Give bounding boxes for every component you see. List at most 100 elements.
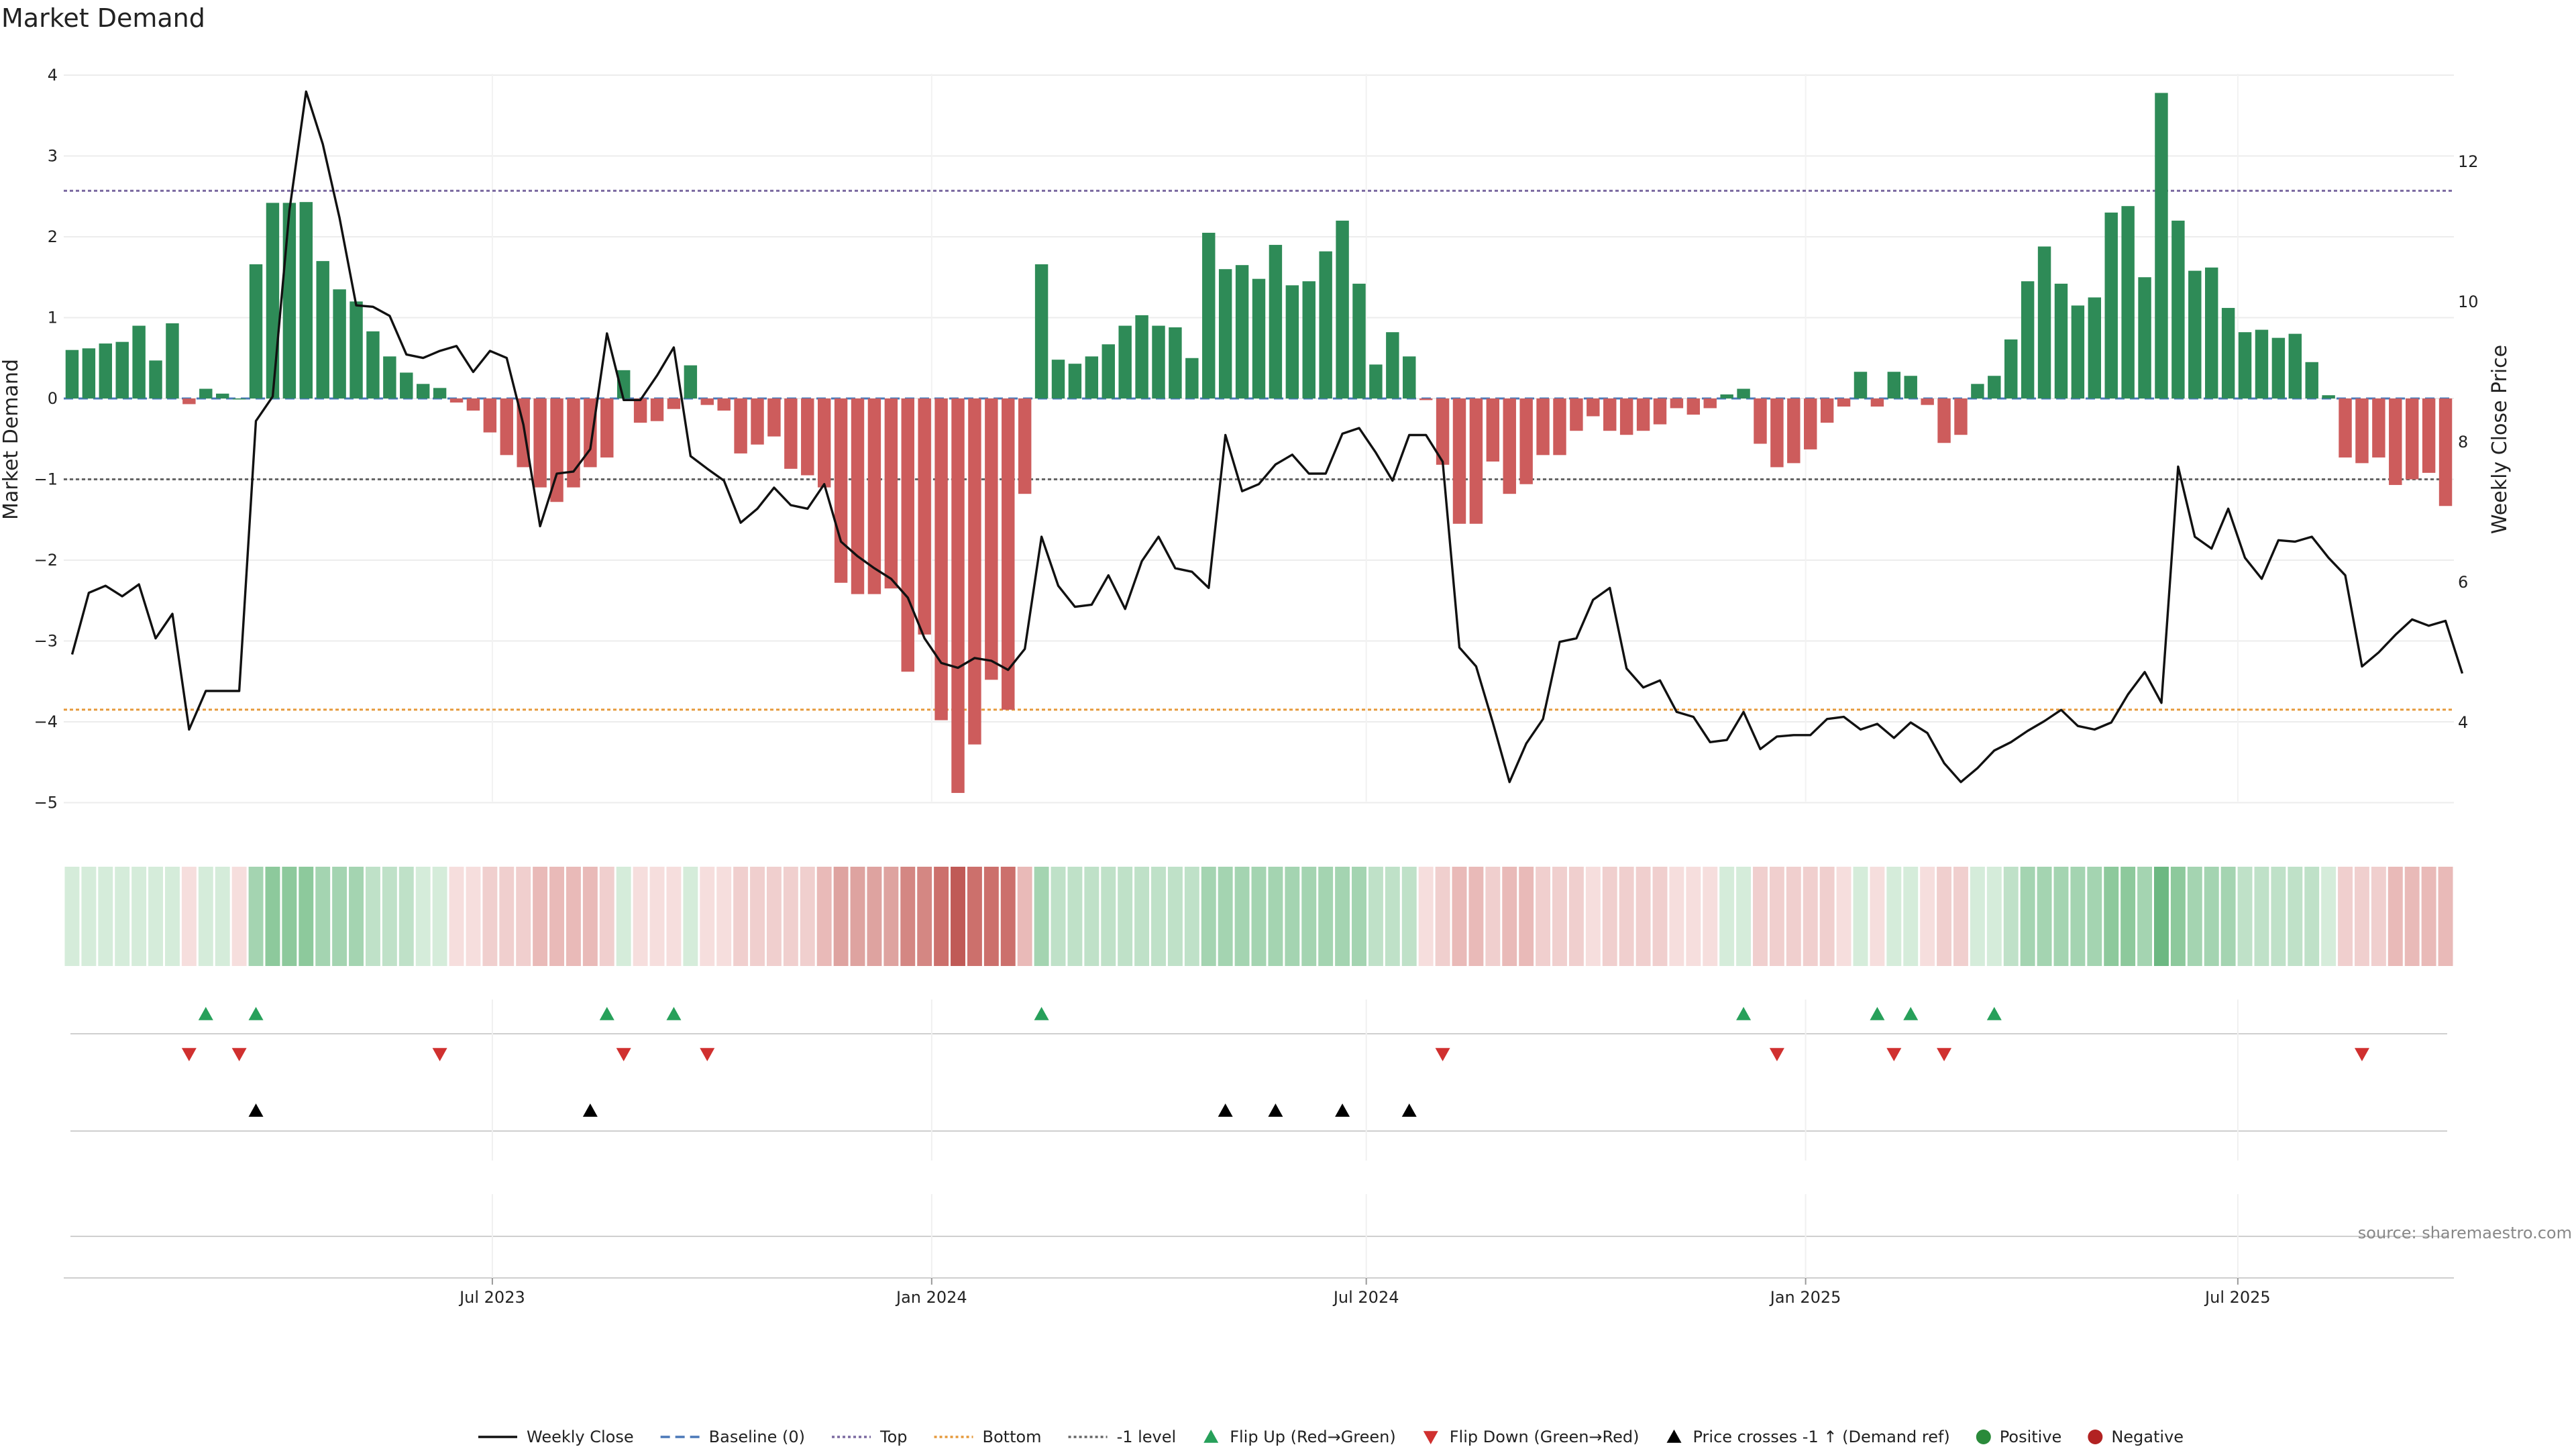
demand-bar <box>1486 398 1500 462</box>
flip-up-marker <box>1034 1007 1049 1020</box>
demand-bar <box>1686 398 1701 415</box>
legend-swatch <box>1423 1431 1438 1444</box>
demand-bar <box>2389 398 2402 485</box>
demand-bar <box>1854 372 1868 398</box>
legend-label: Negative <box>2111 1428 2184 1446</box>
strip-cell <box>1502 867 1517 966</box>
strip-cell <box>1803 867 1818 966</box>
strip-cell <box>2254 867 2269 966</box>
y-tick-label: −2 <box>34 551 58 570</box>
strip-cell <box>900 867 916 966</box>
strip-cell <box>1201 867 1216 966</box>
demand-bar <box>1452 398 1466 524</box>
strip-cell <box>1886 867 1902 966</box>
legend-item: Bottom <box>934 1428 1042 1446</box>
strip-cell <box>566 867 581 966</box>
strip-cell <box>967 867 982 966</box>
strip-cell <box>516 867 531 966</box>
strip-cell <box>1937 867 1952 966</box>
strip-cell <box>2104 867 2119 966</box>
strip-cell <box>1301 867 1317 966</box>
demand-bar <box>466 398 480 411</box>
strip-cell <box>1318 867 1334 966</box>
y2-tick-label: 8 <box>2458 433 2468 451</box>
strip-cell <box>1435 867 1450 966</box>
demand-bar <box>2221 308 2235 398</box>
strip-cell <box>1218 867 1233 966</box>
demand-bar <box>2088 297 2102 398</box>
strip-cell <box>432 867 447 966</box>
strip-cell <box>1970 867 1985 966</box>
strip-cell <box>248 867 264 966</box>
demand-bar <box>934 398 948 720</box>
demand-bar <box>817 398 831 488</box>
legend-swatch <box>1666 1430 1682 1443</box>
strip-cell <box>1468 867 1484 966</box>
strip-cell <box>2037 867 2052 966</box>
strip-cell <box>1986 867 2002 966</box>
demand-bar <box>1587 398 1600 417</box>
demand-bar <box>700 398 714 405</box>
flip-down-marker <box>181 1048 197 1061</box>
demand-bar <box>2138 277 2151 398</box>
strip-cell <box>1167 867 1183 966</box>
demand-bar <box>366 331 380 398</box>
demand-bar <box>416 384 430 398</box>
strip-cell <box>2288 867 2303 966</box>
legend-item: Negative <box>2088 1428 2184 1446</box>
strip-cell <box>1853 867 1868 966</box>
x-axis-ticks: Jul 2023 Jan 2024 Jul 2024 Jan 2025 Jul 2025 <box>458 1278 2271 1307</box>
demand-bar <box>1670 398 1684 409</box>
demand-bar <box>1837 398 1851 407</box>
demand-bar <box>1553 398 1566 455</box>
strip-cell <box>2121 867 2136 966</box>
strip-cell <box>616 867 631 966</box>
demand-bar <box>2104 212 2118 398</box>
price-cross-marker <box>248 1104 264 1117</box>
demand-bar <box>533 398 547 488</box>
demand-bar <box>1921 398 1934 405</box>
strip-cell <box>1352 867 1366 966</box>
strip-cell <box>549 867 564 966</box>
strip-cell <box>2421 867 2436 966</box>
demand-bar <box>2155 93 2168 398</box>
strip-cell <box>98 867 113 966</box>
demand-bar <box>1971 384 1984 398</box>
strip-cell <box>1903 867 1919 966</box>
demand-bar <box>2372 398 2385 458</box>
demand-bar <box>82 348 96 398</box>
strip-cell <box>1401 867 1417 966</box>
legend-label: Price crosses -1 ↑ (Demand ref) <box>1693 1428 1950 1446</box>
strip-cell <box>750 867 765 966</box>
strip-cell <box>700 867 715 966</box>
demand-bars <box>65 93 2453 794</box>
y-tick-label: 2 <box>48 227 58 246</box>
strip-cell <box>1000 867 1016 966</box>
legend-label: Top <box>879 1428 908 1446</box>
strip-cell <box>1719 867 1735 966</box>
legend-item: Flip Down (Green→Red) <box>1423 1428 1640 1446</box>
strip-cell <box>1669 867 1684 966</box>
strip-cell <box>1703 867 1718 966</box>
demand-bar <box>2037 246 2051 398</box>
demand-bar <box>2054 283 2068 398</box>
strip-cell <box>449 867 464 966</box>
strip-cell <box>2187 867 2202 966</box>
demand-bar <box>282 203 297 398</box>
strip-cell <box>599 867 614 966</box>
legend-item: Positive <box>1976 1428 2061 1446</box>
chart-title: Market Demand <box>1 3 205 33</box>
demand-bar <box>1653 398 1667 425</box>
legend-item: Baseline (0) <box>660 1428 805 1446</box>
strip-cell <box>131 867 147 966</box>
legend-label: -1 level <box>1117 1428 1177 1446</box>
strip-cell <box>64 867 80 966</box>
strip-cell <box>482 867 498 966</box>
y-tick-label: −3 <box>34 632 58 651</box>
demand-bar <box>132 325 146 398</box>
strip-cell <box>683 867 698 966</box>
strip-cell <box>766 867 782 966</box>
demand-bar <box>182 398 196 405</box>
strip-cell <box>1418 867 1434 966</box>
demand-bar <box>1737 388 1750 398</box>
